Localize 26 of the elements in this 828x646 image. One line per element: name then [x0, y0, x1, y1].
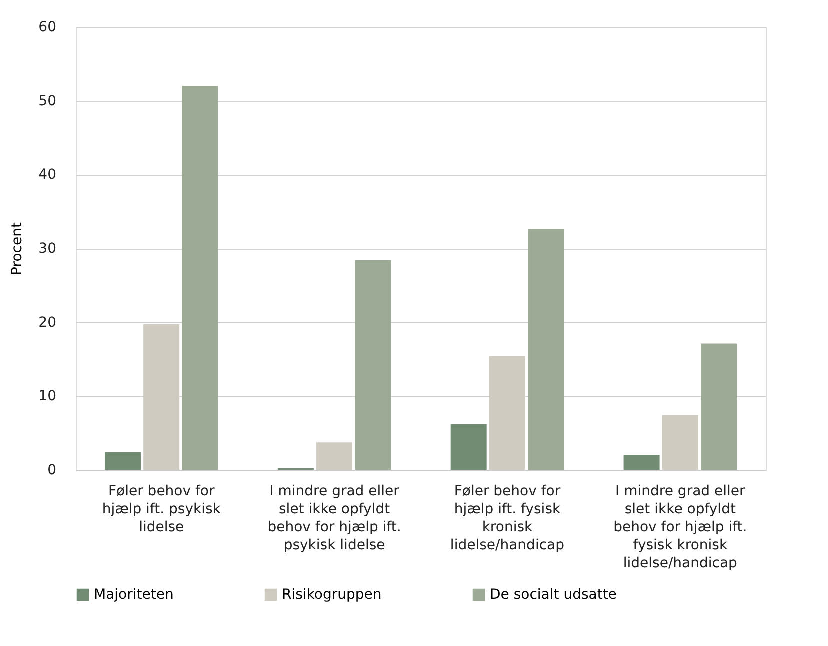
- bar: [450, 424, 487, 470]
- x-tick-label: Føler behov for hjælp ift. psykisk lidelse: [102, 484, 222, 536]
- bar: [355, 260, 392, 470]
- x-tick-label: I mindre grad eller slet ikke opfyldt behov for hjælp ift. psykisk lidelse: [268, 484, 402, 554]
- x-tick-label: Føler behov for hjælp ift. fysisk kronisk lidelse/handicap: [450, 484, 565, 554]
- bar: [489, 356, 526, 470]
- y-tick-label: 40: [38, 167, 56, 184]
- y-tick-label: 10: [38, 388, 56, 405]
- y-tick-label: 20: [38, 314, 56, 331]
- y-tick-label: 60: [38, 20, 56, 36]
- bar: [182, 86, 218, 470]
- bar: [624, 455, 660, 470]
- y-tick-label: 0: [48, 462, 56, 478]
- y-tick-label: 30: [38, 241, 56, 257]
- legend-label: De socialt udsatte: [490, 587, 617, 603]
- bar: [662, 415, 698, 470]
- bar: [528, 229, 564, 470]
- bar: [144, 324, 180, 470]
- bar: [701, 344, 738, 470]
- y-tick-label: 50: [38, 93, 56, 110]
- y-axis-title: Procent: [10, 222, 26, 276]
- legend-label: Majoriteten: [94, 587, 174, 603]
- bar: [104, 452, 141, 470]
- legend-label: Risikogruppen: [282, 587, 382, 603]
- bar: [316, 442, 353, 470]
- x-tick-label: I mindre grad eller slet ikke opfyldt behov for hjælp ift. fysisk kronisk lidelse/handicap: [614, 484, 748, 572]
